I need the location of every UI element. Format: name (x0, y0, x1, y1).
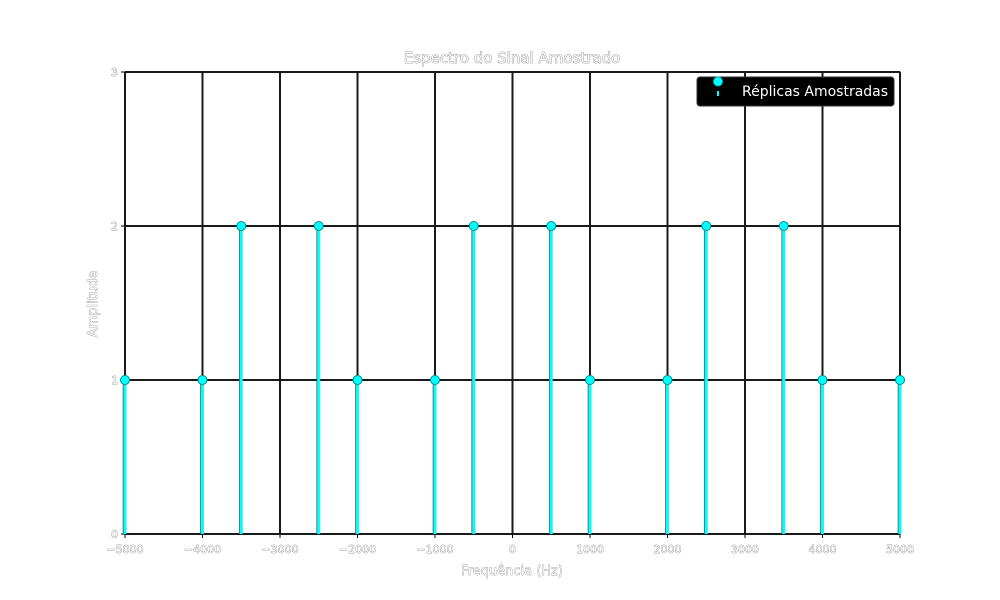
legend-marker-icon (713, 76, 723, 87)
stem-marker (468, 221, 479, 231)
x-tick-label: 5000 (886, 543, 914, 556)
stem-marker (352, 375, 363, 385)
stem-marker (546, 221, 557, 231)
x-axis-label: Frequência (Hz) (461, 564, 563, 579)
y-tick-label: 2 (111, 220, 118, 233)
stem-marker (701, 221, 712, 231)
y-axis-label: Amplitude (86, 271, 101, 338)
chart-title: Espectro do Sinal Amostrado (404, 49, 621, 67)
legend: Réplicas Amostradas (696, 76, 895, 107)
stem-marker (313, 221, 324, 231)
stem-marker (236, 221, 247, 231)
stem-marker (430, 375, 440, 385)
stem-marker (120, 375, 130, 385)
stem-marker (895, 375, 905, 385)
legend-label: Réplicas Amostradas (742, 84, 888, 100)
stem-marker (778, 221, 789, 231)
stem-marker (585, 375, 595, 385)
stem-marker (662, 375, 673, 385)
x-tick-label: 1000 (576, 543, 604, 556)
x-tick-label: 2000 (654, 543, 682, 556)
x-tick-label: −5000 (106, 543, 143, 556)
x-tick-label: −1000 (416, 543, 453, 556)
y-tick-label: 0 (111, 528, 118, 541)
stem-series (120, 221, 905, 534)
stem-marker (197, 375, 208, 385)
legend-box (696, 76, 895, 107)
x-tick-label: −4000 (184, 543, 221, 556)
stem-marker (817, 375, 828, 385)
x-tick-label: 4000 (809, 543, 837, 556)
ticks: −5000 −4000 −3000 −2000 −1000 0 1000 2000 3000 40… (106, 66, 914, 557)
x-tick-label: −3000 (261, 543, 298, 556)
y-tick-label: 3 (111, 66, 118, 79)
x-tick-label: 3000 (731, 543, 759, 556)
y-tick-label: 1 (111, 374, 118, 387)
x-tick-label: 0 (509, 543, 516, 556)
x-tick-label: −2000 (339, 543, 376, 556)
